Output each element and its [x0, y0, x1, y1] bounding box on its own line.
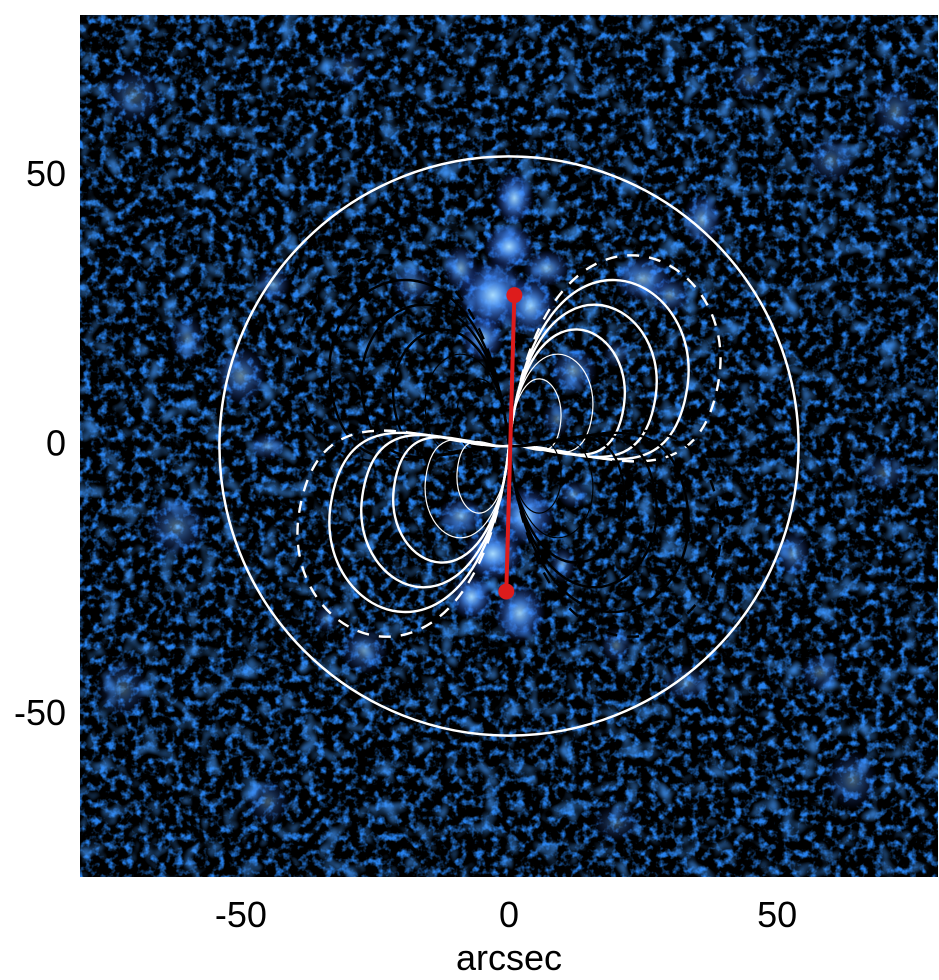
emission-blob: [97, 658, 149, 718]
emission-blob: [592, 804, 640, 842]
emission-blob: [541, 401, 573, 437]
x-tick-label: -50: [215, 894, 267, 935]
emission-blob: [170, 314, 205, 362]
emission-blob: [826, 750, 878, 810]
contour-line: [456, 440, 510, 514]
emission-blob: [522, 249, 571, 287]
contour-line: [296, 429, 511, 638]
contour-line: [296, 254, 511, 463]
y-tick-label: -50: [14, 692, 66, 733]
y-tick-label: 0: [46, 423, 66, 464]
emission-blob: [340, 627, 388, 675]
red-segment-line: [504, 293, 517, 594]
emission-blob: [776, 530, 811, 578]
emission-blob: [662, 664, 710, 702]
contour-line: [508, 378, 562, 452]
emission-blob: [549, 346, 597, 395]
y-tick-label: 50: [26, 153, 66, 194]
emission-blob: [483, 223, 535, 270]
x-axis: -50 0 50 arcsec: [215, 894, 797, 978]
y-axis: -50 0 50: [14, 153, 66, 733]
emission-blob: [807, 136, 855, 185]
emission-blob: [255, 266, 291, 303]
emission-blob: [104, 66, 164, 126]
emission-blob: [649, 276, 691, 314]
emission-blob: [549, 546, 576, 583]
emission-blob: [392, 266, 433, 303]
plot-area: [80, 15, 938, 877]
field-contours: [296, 254, 722, 638]
emission-blobs: [97, 50, 917, 842]
emission-blob: [215, 346, 267, 406]
emission-blob: [246, 778, 290, 825]
emission-blob: [799, 654, 841, 691]
emission-blob: [313, 604, 340, 633]
aperture-circle: [218, 155, 800, 737]
emission-blob: [860, 454, 908, 492]
emission-blob: [147, 497, 207, 557]
red-segment-top-point: [506, 287, 523, 304]
emission-blob: [558, 480, 589, 509]
emission-blob: [873, 82, 917, 142]
contour-line: [507, 254, 722, 463]
contour-line: [507, 429, 722, 638]
x-tick-label: 0: [499, 894, 519, 935]
contour-line: [508, 440, 562, 514]
emission-blob: [443, 244, 478, 292]
emission-blob: [495, 171, 534, 225]
contour-line: [456, 378, 510, 452]
emission-blob: [330, 50, 366, 88]
emission-blob: [450, 574, 493, 620]
x-tick-label: 50: [757, 894, 797, 935]
emission-blob: [249, 432, 286, 460]
emission-blob: [437, 497, 485, 535]
emission-blob: [600, 627, 632, 664]
x-axis-title: arcsec: [456, 937, 562, 978]
emission-blob: [729, 61, 771, 98]
emission-blob: [682, 193, 722, 247]
red-segment-bottom-point: [498, 583, 515, 600]
